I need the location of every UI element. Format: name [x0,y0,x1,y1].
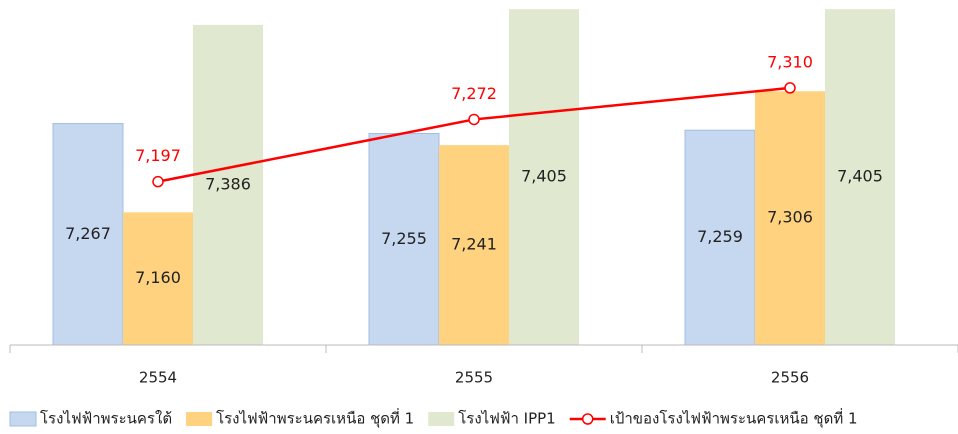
line-marker [468,113,480,126]
line-marker [152,175,164,188]
bar [755,91,825,346]
legend-swatch [186,412,213,426]
bar-value-label: 7,267 [65,224,111,243]
bar [684,129,756,346]
bar [509,9,579,346]
bar-value-label: 7,259 [697,227,743,246]
line-value-label: 7,272 [451,84,497,103]
bar-value-label: 7,306 [767,208,813,227]
bar-value-label: 7,405 [837,167,883,186]
line-marker [784,82,796,94]
bar [368,133,440,346]
x-tick-label: 2554 [139,369,177,387]
legend-swatch [581,413,594,425]
legend-label: โรงไฟฟ้าพระนครเหนือ ชุดที่ 1 [216,408,414,429]
legend-label: โรงไฟฟ้าพระนครใต้ [40,410,172,428]
legend-label: เป้าของโรงไฟฟ้าพระนครเหนือ ชุดที่ 1 [610,408,858,429]
x-tick-label: 2556 [771,369,809,387]
bar-value-label: 7,386 [205,174,251,193]
legend-swatch [428,412,455,426]
bar-value-label: 7,405 [521,167,567,186]
legend-label: โรงไฟฟ้า IPP1 [458,410,555,428]
line-value-label: 7,197 [135,146,181,165]
bar-value-label: 7,241 [451,235,497,254]
bar [123,212,193,345]
bar-value-label: 7,255 [381,229,427,248]
legend-swatch [9,411,37,427]
bar [52,123,124,346]
bar [825,9,895,346]
x-tick-label: 2555 [455,369,493,387]
bar [193,24,263,346]
bar-value-label: 7,160 [135,268,181,287]
bar [439,145,509,345]
line-value-label: 7,310 [767,52,813,71]
